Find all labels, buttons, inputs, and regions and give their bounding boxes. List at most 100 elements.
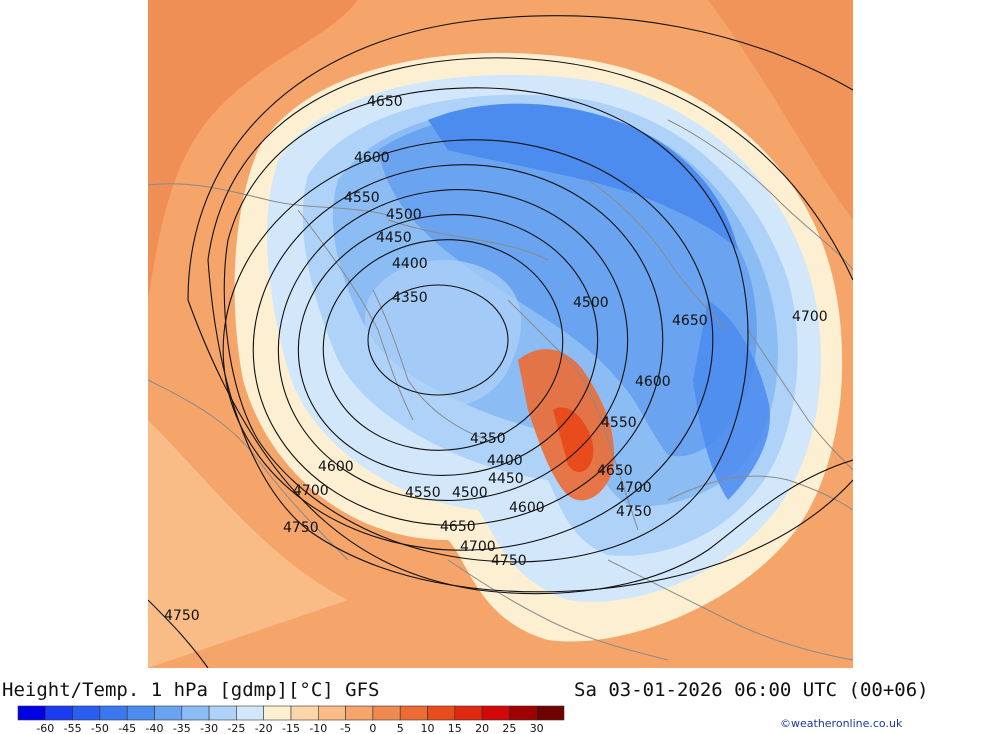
contour-label: 4350: [392, 290, 428, 306]
colorbar: -60 -55 -50 -45 -40 -35 -30 -25 -20 -15 -10 -5 0 5 10 1…: [17, 705, 565, 734]
contour-label: 4600: [635, 374, 671, 390]
contour-label: 4550: [405, 485, 441, 501]
contour-label: 4750: [283, 520, 319, 536]
contour-label: 4650: [597, 463, 633, 479]
contour-label: 4700: [293, 483, 329, 499]
colorbar-tick-label: -35: [173, 722, 191, 734]
colorbar-boxes: [17, 705, 565, 721]
colorbar-tick-label: -25: [227, 722, 245, 734]
contour-label: 4750: [164, 608, 200, 624]
coastline: [148, 379, 349, 561]
colorbar-tick-label: 10: [421, 722, 435, 734]
colorbar-swatch: [17, 705, 46, 721]
colorbar-swatch: [99, 705, 128, 721]
coldest-band: [428, 103, 738, 251]
colorbar-tick-label: -45: [118, 722, 136, 734]
colorbar-tick-label: -60: [36, 722, 54, 734]
colorbar-swatch: [290, 705, 319, 721]
colorbar-swatch: [317, 705, 346, 721]
coastlines: [148, 119, 853, 661]
weather-map: 4650 4600 4550 4500 4450 4400 4350 4500 …: [148, 0, 853, 668]
coastline: [447, 559, 669, 661]
contour-4550: [252, 164, 664, 526]
colorbar-swatch: [427, 705, 456, 721]
coastline: [667, 475, 853, 511]
contour-label: 4500: [386, 207, 422, 223]
contour-label: 4600: [354, 150, 390, 166]
contour-label: 4650: [672, 313, 708, 329]
colorbar-tick-label: -30: [200, 722, 218, 734]
map-timestamp: Sa 03-01-2026 06:00 UTC (00+06): [574, 679, 929, 701]
contour-4650: [223, 87, 749, 563]
contour-label: 4700: [792, 309, 828, 325]
colorbar-tick-label: -20: [255, 722, 273, 734]
contour-4700: [207, 57, 853, 593]
contour-label: 4700: [460, 539, 496, 555]
colorbar-tick-label: -15: [282, 722, 300, 734]
map-canvas: 4650 4600 4550 4500 4450 4400 4350 4500 …: [148, 0, 853, 668]
coastline: [387, 219, 549, 261]
light-warm-region-sw: [148, 420, 348, 668]
contour-label: 4400: [487, 453, 523, 469]
colorbar-swatch: [236, 705, 264, 721]
colorbar-tick-label: -10: [309, 722, 327, 734]
colorbar-swatch: [154, 705, 183, 721]
colorbar-tick-label: 30: [530, 722, 544, 734]
colorbar-tick-label: 0: [369, 722, 376, 734]
colorbar-swatch: [481, 705, 510, 721]
contour-label: 4650: [367, 94, 403, 110]
contour-label: 4550: [601, 415, 637, 431]
coastline: [587, 179, 729, 331]
colorbar-tick-label: -50: [91, 722, 109, 734]
colorbar-swatch: [263, 705, 292, 721]
contour-label: 4550: [344, 190, 380, 206]
contour-label: 4650: [440, 519, 476, 535]
colorbar-swatch: [454, 705, 483, 721]
coastline: [507, 299, 639, 531]
contour-4750: [187, 15, 853, 595]
colorbar-swatch: [44, 705, 73, 721]
contour-4400: [322, 239, 564, 451]
colorbar-tick-label: -55: [64, 722, 82, 734]
contour-label: 4600: [509, 500, 545, 516]
credit-text[interactable]: ©weatheronline.co.uk: [780, 717, 903, 730]
contour-label: 4350: [470, 431, 506, 447]
colorbar-tick-label: -40: [146, 722, 164, 734]
coastline: [667, 119, 853, 271]
colorbar-ticks: -60 -55 -50 -45 -40 -35 -30 -25 -20 -15 -10 -5 0 5 10 1…: [36, 722, 543, 734]
contour-4350: [367, 284, 509, 396]
colorbar-swatch: [72, 705, 101, 721]
contour-label: 4750: [491, 553, 527, 569]
colorbar-swatch: [345, 705, 374, 721]
colorbar-tick-label: 25: [502, 722, 516, 734]
contour-labels: 4650 4600 4550 4500 4450 4400 4350 4500 …: [164, 94, 828, 624]
contour-4500: [277, 189, 629, 501]
contour-label: 4500: [573, 295, 609, 311]
contour-4450: [297, 214, 599, 476]
colorbar-swatch: [126, 705, 155, 721]
coastline: [297, 209, 414, 421]
colorbar-swatch: [509, 705, 537, 721]
contour-label: 4700: [616, 480, 652, 496]
contour-4750-sw: [148, 599, 209, 668]
warm-region-nw: [148, 0, 358, 300]
colorbar-swatch: [536, 705, 565, 721]
coastline: [148, 183, 389, 216]
coastline: [372, 289, 489, 441]
colorbar-swatch: [399, 705, 428, 721]
contour-label: 4600: [318, 459, 354, 475]
contour-label: 4450: [488, 471, 524, 487]
coastline: [747, 329, 853, 471]
colorbar-tick-label: -5: [340, 722, 351, 734]
contour-label: 4500: [452, 485, 488, 501]
height-contours: [148, 15, 853, 668]
contour-label: 4450: [376, 230, 412, 246]
colorbar-swatch: [181, 705, 210, 721]
colorbar-swatch: [208, 705, 237, 721]
warm-region-ne: [708, 0, 853, 220]
colorbar-tick-label: 15: [448, 722, 462, 734]
coastline: [607, 559, 853, 661]
contour-label: 4750: [616, 504, 652, 520]
map-title: Height/Temp. 1 hPa [gdmp][°C] GFS: [2, 679, 380, 701]
colorbar-tick-label: 20: [475, 722, 489, 734]
